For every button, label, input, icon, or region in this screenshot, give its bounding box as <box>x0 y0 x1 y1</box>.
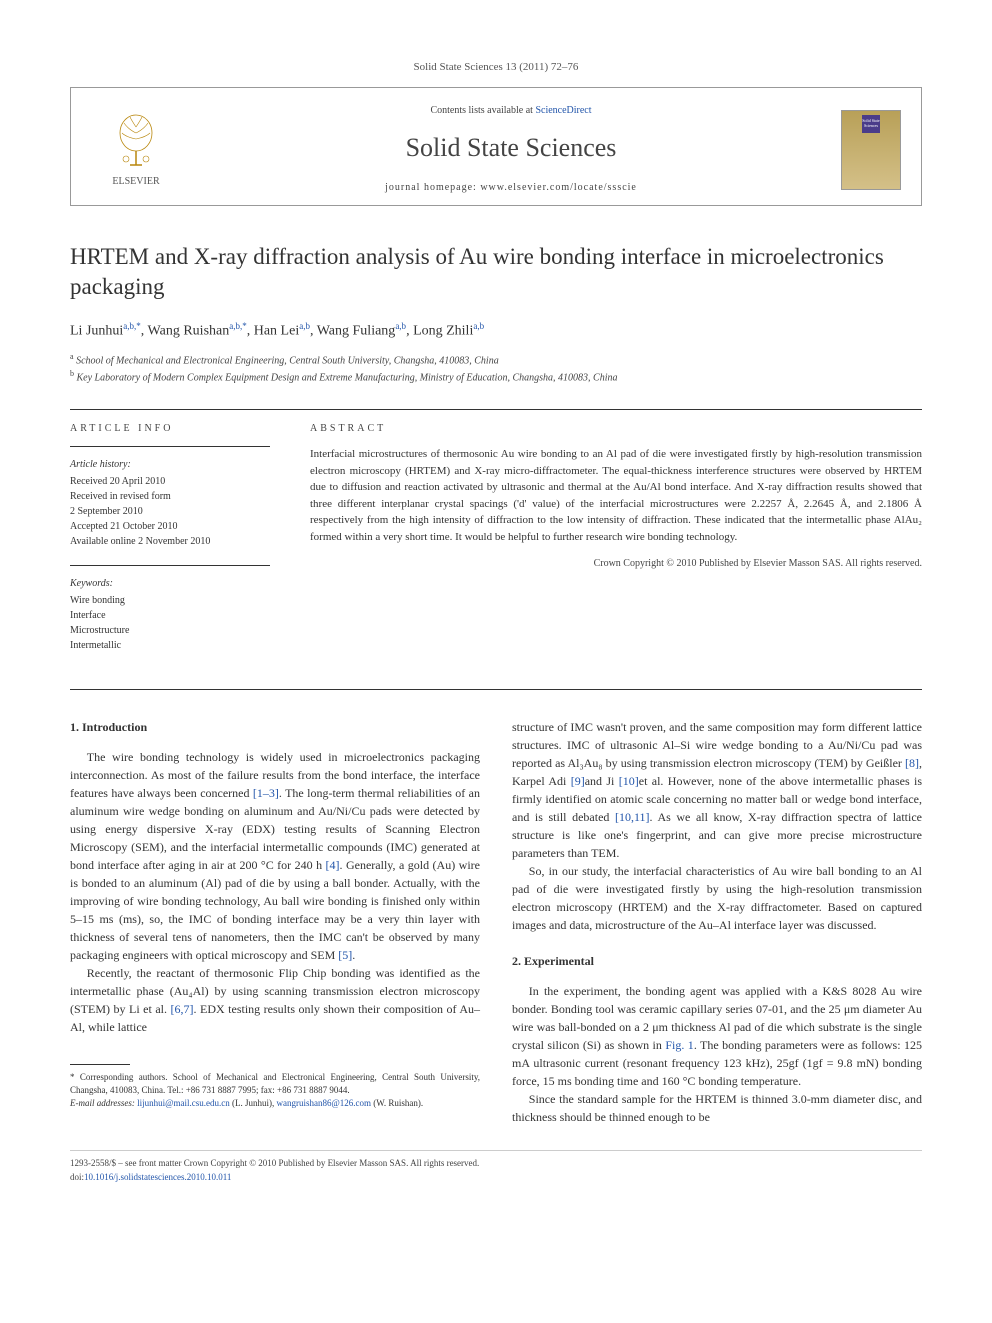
keyword: Intermetallic <box>70 638 270 653</box>
publisher-logo: ELSEVIER <box>91 111 181 189</box>
doi-link[interactable]: 10.1016/j.solidstatesciences.2010.10.011 <box>84 1172 231 1182</box>
contents-available: Contents lists available at ScienceDirec… <box>181 104 841 118</box>
email-link[interactable]: wangruishan86@126.com <box>276 1098 371 1108</box>
history-label: Article history: <box>70 457 270 472</box>
page-footer: 1293-2558/$ – see front matter Crown Cop… <box>70 1150 922 1184</box>
keyword: Interface <box>70 608 270 623</box>
journal-reference: Solid State Sciences 13 (2011) 72–76 <box>70 60 922 75</box>
citation-link[interactable]: [9] <box>571 774 585 788</box>
body-paragraph: Recently, the reactant of thermosonic Fl… <box>70 964 480 1036</box>
email-link[interactable]: lijunhui@mail.csu.edu.cn <box>137 1098 230 1108</box>
section-heading-intro: 1. Introduction <box>70 718 480 736</box>
corresponding-author-note: * Corresponding authors. School of Mecha… <box>70 1071 480 1096</box>
abstract-text: Interfacial microstructures of thermoson… <box>310 446 922 545</box>
journal-homepage: journal homepage: www.elsevier.com/locat… <box>181 181 841 195</box>
contents-prefix: Contents lists available at <box>430 105 535 116</box>
body-columns: 1. Introduction The wire bonding technol… <box>70 718 922 1126</box>
homepage-label: journal homepage: <box>385 182 480 193</box>
history-item: Accepted 21 October 2010 <box>70 519 270 534</box>
doi-line: doi:10.1016/j.solidstatesciences.2010.10… <box>70 1171 922 1185</box>
affiliation: a School of Mechanical and Electronical … <box>70 351 922 368</box>
citation-link[interactable]: [10] <box>619 774 639 788</box>
author: Wang Ruishan <box>148 323 230 338</box>
elsevier-tree-icon <box>106 111 166 171</box>
body-paragraph: The wire bonding technology is widely us… <box>70 748 480 964</box>
affiliation: b Key Laboratory of Modern Complex Equip… <box>70 368 922 385</box>
author-affil-sup: a,b <box>473 321 484 331</box>
author-list: Li Junhuia,b,*, Wang Ruishana,b,*, Han L… <box>70 320 922 341</box>
doi-prefix: doi: <box>70 1172 84 1182</box>
history-item: Received 20 April 2010 <box>70 474 270 489</box>
body-paragraph: structure of IMC wasn't proven, and the … <box>512 718 922 862</box>
keywords-label: Keywords: <box>70 576 270 591</box>
abstract-section: ABSTRACT Interfacial microstructures of … <box>310 422 922 669</box>
keyword: Wire bonding <box>70 593 270 608</box>
homepage-url[interactable]: www.elsevier.com/locate/ssscie <box>480 182 637 193</box>
copyright-line: 1293-2558/$ – see front matter Crown Cop… <box>70 1157 922 1171</box>
article-title: HRTEM and X-ray diffraction analysis of … <box>70 242 922 302</box>
history-item: Received in revised form <box>70 489 270 504</box>
author-affil-sup: a,b <box>395 321 406 331</box>
history-item: 2 September 2010 <box>70 504 270 519</box>
article-info-sidebar: ARTICLE INFO Article history: Received 2… <box>70 422 270 669</box>
citation-link[interactable]: [5] <box>338 948 352 962</box>
affil-sup: a <box>70 352 74 361</box>
column-left: 1. Introduction The wire bonding technol… <box>70 718 480 1126</box>
citation-link[interactable]: [4] <box>326 858 340 872</box>
citation-link[interactable]: [8] <box>905 756 919 770</box>
body-paragraph: So, in our study, the interfacial charac… <box>512 862 922 934</box>
author-affil-sup: a,b <box>299 321 310 331</box>
author-affil-sup: a,b,* <box>123 321 141 331</box>
journal-cover-thumbnail: Solid State Sciences <box>841 110 901 190</box>
cover-title: Solid State Sciences <box>862 115 880 133</box>
email-who: (W. Ruishan). <box>371 1098 423 1108</box>
affiliations: a School of Mechanical and Electronical … <box>70 351 922 386</box>
body-paragraph: Since the standard sample for the HRTEM … <box>512 1090 922 1126</box>
affil-sup: b <box>70 369 74 378</box>
keyword: Microstructure <box>70 623 270 638</box>
body-paragraph: In the experiment, the bonding agent was… <box>512 982 922 1090</box>
affil-text: Key Laboratory of Modern Complex Equipme… <box>77 372 618 383</box>
email-who: (L. Junhui), <box>230 1098 277 1108</box>
affil-text: School of Mechanical and Electronical En… <box>76 355 499 366</box>
citation-link[interactable]: [10,11] <box>615 810 650 824</box>
author: Li Junhui <box>70 323 123 338</box>
sciencedirect-link[interactable]: ScienceDirect <box>535 105 591 116</box>
author: Long Zhili <box>413 323 473 338</box>
column-right: structure of IMC wasn't proven, and the … <box>512 718 922 1126</box>
section-heading-experimental: 2. Experimental <box>512 952 922 970</box>
footnotes: * Corresponding authors. School of Mecha… <box>70 1071 480 1109</box>
email-label: E-mail addresses: <box>70 1098 137 1108</box>
citation-link[interactable]: [6,7] <box>171 1002 194 1016</box>
author: Wang Fuliang <box>317 323 396 338</box>
journal-title: Solid State Sciences <box>181 130 841 166</box>
author-affil-sup: a,b,* <box>229 321 247 331</box>
email-addresses: E-mail addresses: lijunhui@mail.csu.edu.… <box>70 1097 480 1110</box>
journal-header: ELSEVIER Contents lists available at Sci… <box>70 87 922 205</box>
abstract-heading: ABSTRACT <box>310 422 922 436</box>
history-item: Available online 2 November 2010 <box>70 534 270 549</box>
figure-link[interactable]: Fig. 1 <box>665 1038 693 1052</box>
citation-link[interactable]: [1–3] <box>253 786 279 800</box>
author: Han Lei <box>254 323 299 338</box>
abstract-copyright: Crown Copyright © 2010 Published by Else… <box>310 557 922 571</box>
article-info-heading: ARTICLE INFO <box>70 422 270 436</box>
publisher-name: ELSEVIER <box>112 175 159 189</box>
